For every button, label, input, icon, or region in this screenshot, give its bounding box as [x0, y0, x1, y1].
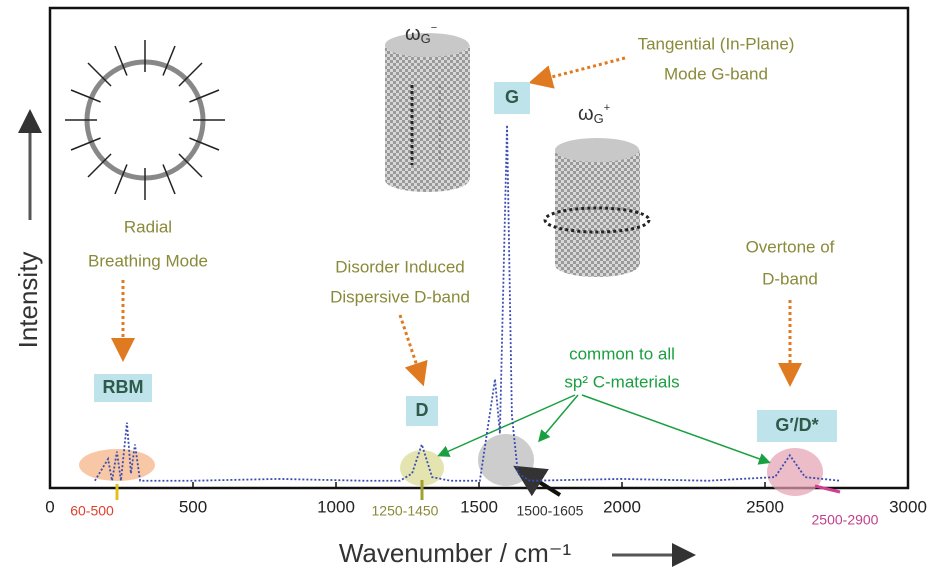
nanotube-ring	[65, 40, 225, 200]
annotation: Dispersive D-band	[330, 287, 470, 306]
annotation: Radial	[124, 217, 172, 236]
x-tick-label: 3000	[889, 497, 927, 516]
x-tick-label: 0	[45, 497, 54, 516]
x-tick-label: 500	[179, 497, 207, 516]
annotation: Mode G-band	[664, 64, 768, 83]
x-tick-label: 2000	[603, 497, 641, 516]
annotation: sp² C-materials	[564, 372, 679, 391]
x-tick-label: 1000	[317, 497, 355, 516]
range-label: 2500-2900	[812, 512, 879, 528]
x-tick-label: 1500	[460, 497, 498, 516]
annotation: Disorder Induced	[335, 257, 464, 276]
peak-label: G	[505, 87, 519, 107]
cylinder	[385, 33, 470, 192]
mode-label: ωG+	[578, 102, 610, 127]
annotation-arrow	[520, 470, 560, 495]
chart: Radial Breathing Mode Disorder Induced D…	[0, 0, 936, 577]
peak-label: D	[416, 400, 429, 420]
mode-symbol: ω	[578, 103, 594, 125]
highlight	[767, 448, 823, 496]
annotation: Overtone of	[746, 237, 835, 256]
x-tick-label: 2500	[746, 497, 784, 516]
annotation: Breathing Mode	[88, 251, 208, 270]
mode-sub: G	[594, 111, 604, 126]
range-label: 60-500	[70, 503, 114, 519]
mode-sup: +	[604, 102, 610, 114]
annotation: Tangential (In-Plane)	[638, 34, 795, 53]
mode-sub: G	[421, 31, 431, 46]
annotation: D-band	[762, 269, 818, 288]
peak-label: RBM	[103, 377, 144, 397]
cylinder	[545, 138, 649, 277]
highlight	[79, 449, 155, 481]
peak-label: G′/D*	[775, 415, 818, 435]
annotation: common to all	[569, 344, 675, 363]
mode-symbol: ω	[405, 23, 421, 45]
mode-sup: −	[431, 22, 437, 34]
range-label: 1500-1605	[517, 503, 584, 519]
x-axis-label: Wavenumber / cm⁻¹	[339, 538, 572, 568]
range-label: 1250-1450	[372, 503, 439, 519]
y-axis-label: Intensity	[13, 252, 43, 349]
